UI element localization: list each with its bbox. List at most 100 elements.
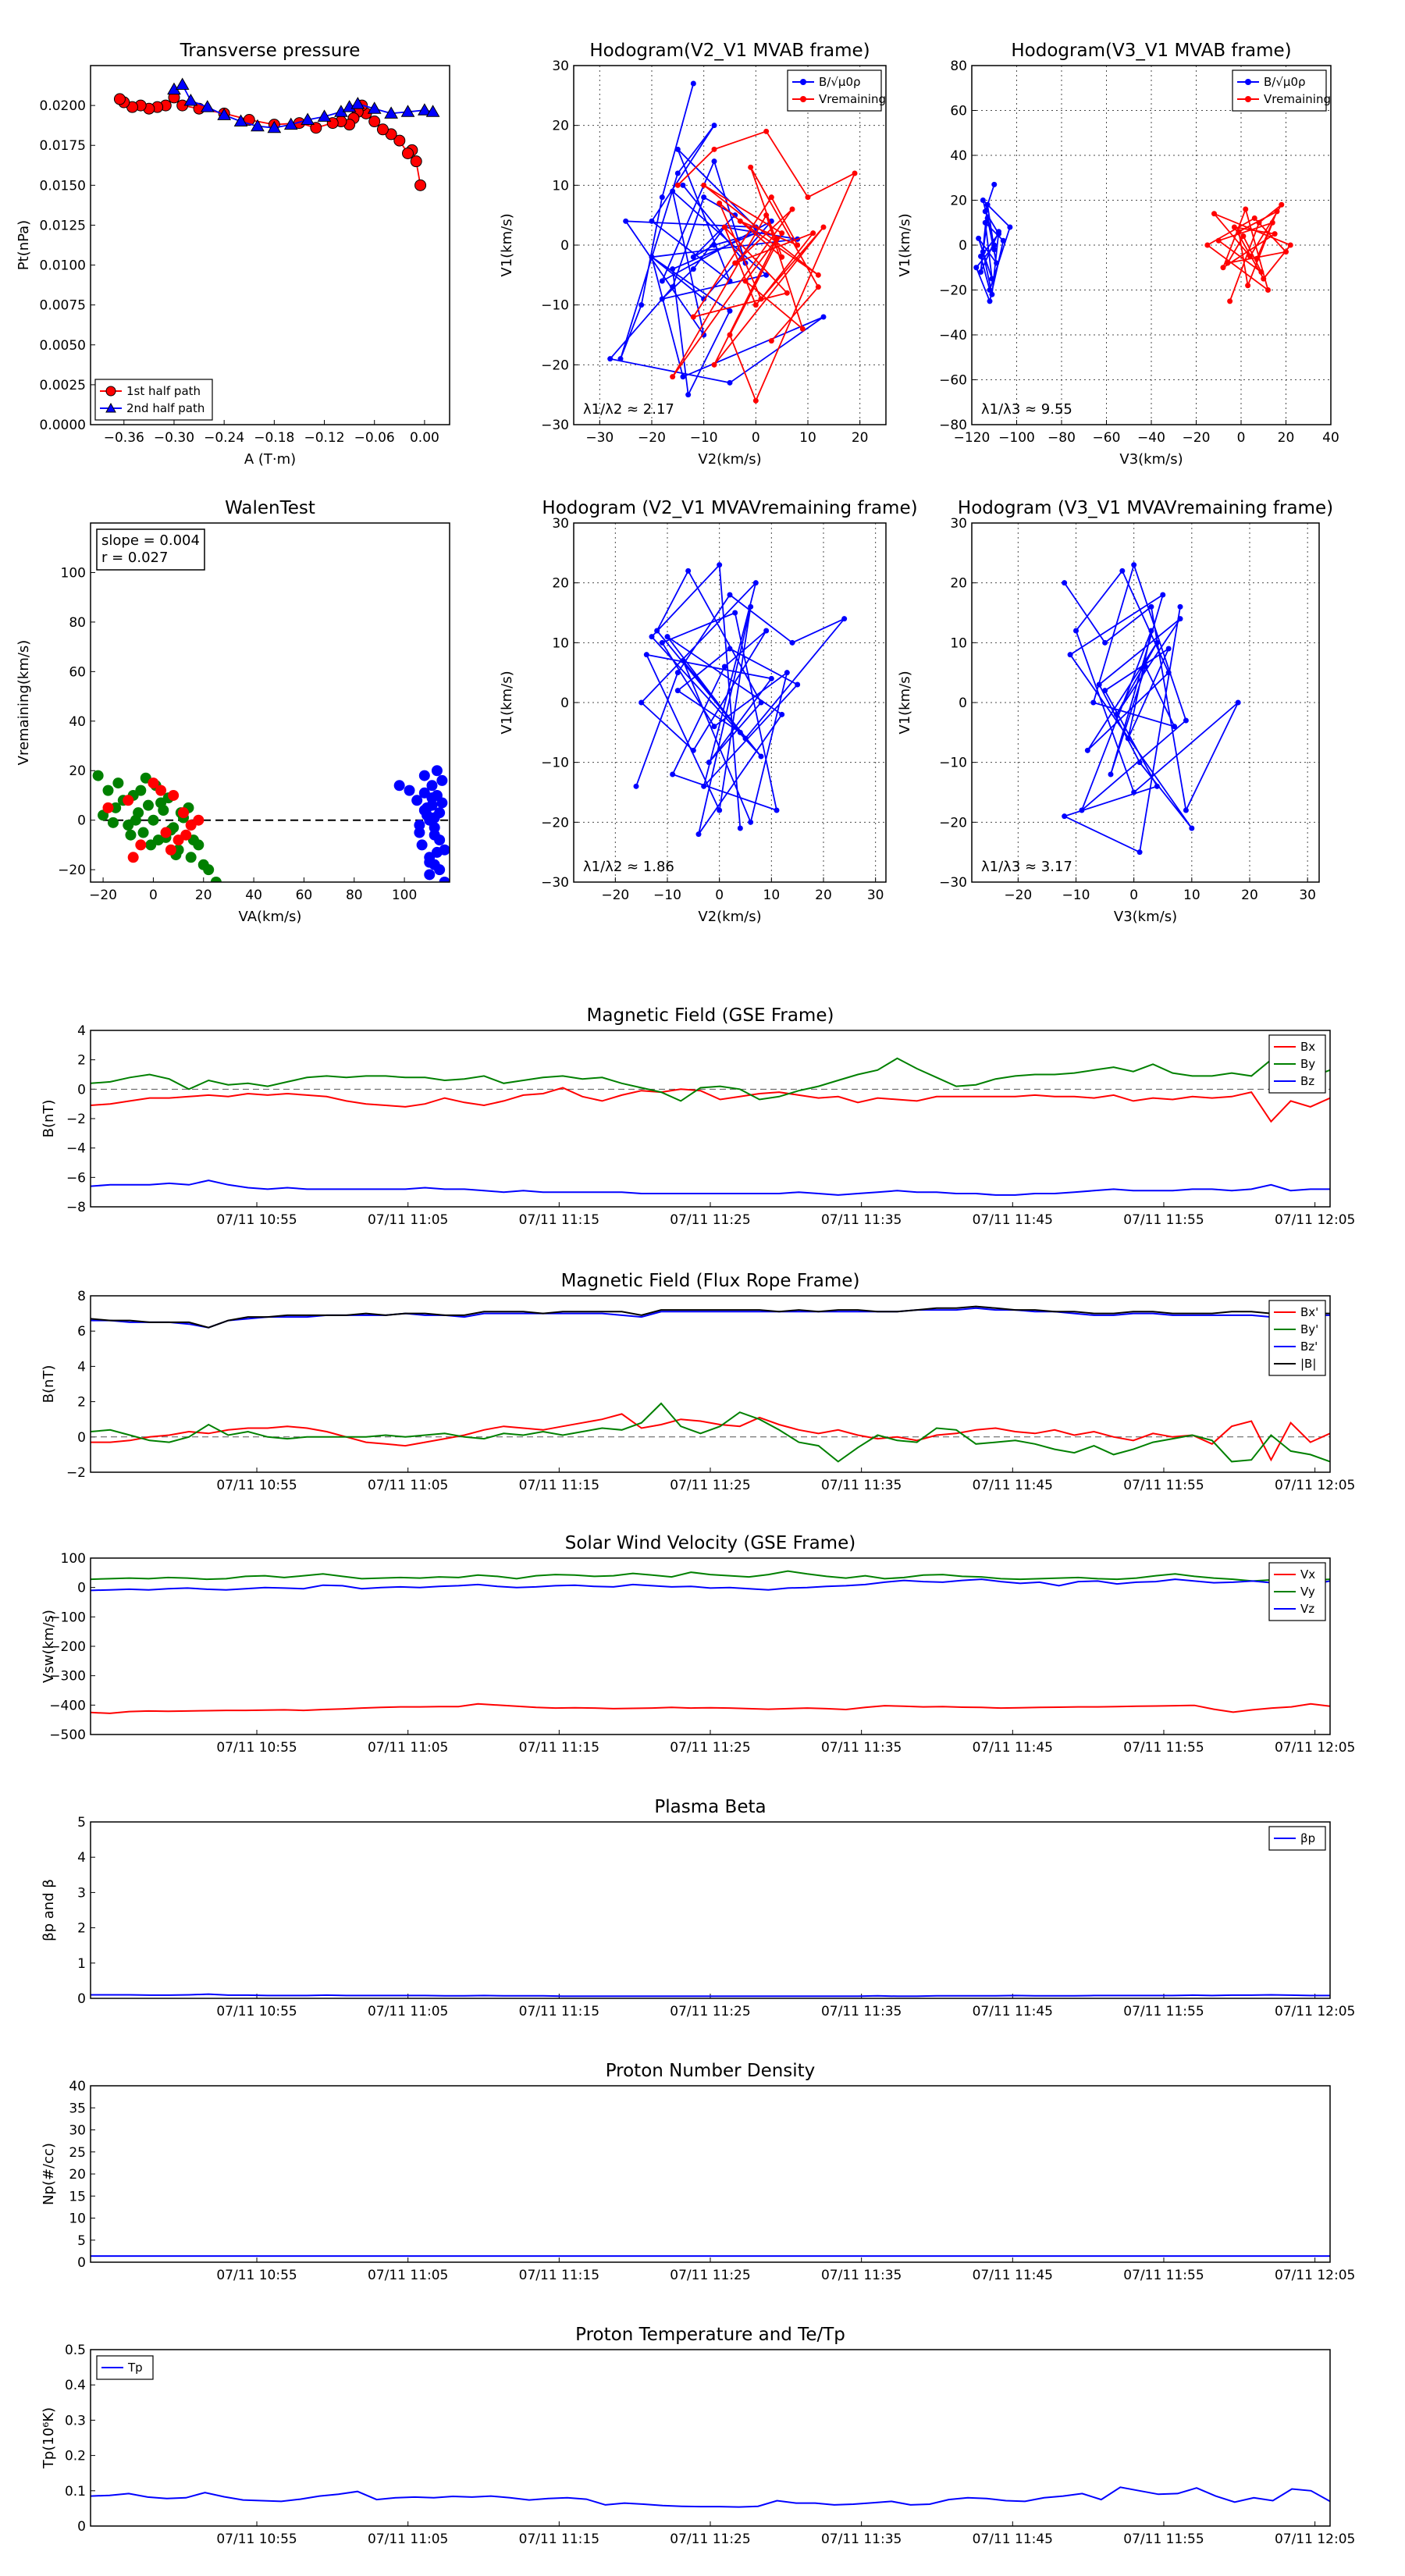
data-point <box>711 158 717 165</box>
data-point <box>210 877 222 882</box>
chart-magnetic-field-gse: 07/11 10:55 07/11 11:05 07/11 11:15 07/11 1… <box>41 1005 1355 1228</box>
data-point <box>633 783 639 789</box>
y-tick-label: −10 <box>541 756 569 771</box>
data-point <box>711 361 717 368</box>
data-point <box>795 242 801 248</box>
data-point <box>200 100 215 112</box>
data-point <box>670 284 676 290</box>
data-point <box>1154 639 1160 646</box>
y-tick-label: 1 <box>77 1956 86 1972</box>
data-point <box>1183 717 1189 724</box>
data-point <box>1073 628 1079 634</box>
x-tick-label: 07/11 10:55 <box>216 2268 297 2283</box>
data-point <box>102 785 114 796</box>
y-tick-label: −2 <box>66 1465 86 1481</box>
x-axis-label: V2(km/s) <box>698 451 761 468</box>
x-axis-label: V3(km/s) <box>1114 909 1177 925</box>
y-tick-label: 0.0000 <box>40 418 86 433</box>
data-point <box>670 266 676 272</box>
series-line--b- <box>91 1305 1330 1329</box>
data-point <box>752 302 759 308</box>
data-point <box>815 272 821 278</box>
y-tick-label: 4 <box>77 1359 86 1375</box>
legend-label: Bz <box>1300 1074 1314 1088</box>
x-tick-label: −0.30 <box>154 430 194 446</box>
data-point <box>142 799 154 811</box>
data-point <box>1148 628 1154 634</box>
data-point <box>185 852 197 863</box>
x-tick-label: 07/11 10:55 <box>216 1740 297 1756</box>
y-tick-label: −300 <box>49 1669 86 1685</box>
y-tick-label: 0.0075 <box>40 298 86 314</box>
x-tick-label: −10 <box>690 430 718 446</box>
data-point <box>989 276 995 282</box>
data-point <box>690 254 696 260</box>
data-point <box>1172 724 1178 730</box>
x-tick-label: 10 <box>763 888 781 903</box>
data-point <box>110 802 122 813</box>
data-point <box>1243 206 1249 212</box>
data-point <box>659 278 665 284</box>
data-point <box>414 179 427 191</box>
x-tick-label: 07/11 11:45 <box>973 1478 1053 1493</box>
data-point <box>424 856 436 868</box>
plot-frame <box>90 1821 1331 1999</box>
x-tick-label: 20 <box>1241 888 1258 903</box>
data-point <box>1231 224 1237 230</box>
data-point <box>127 852 139 863</box>
legend-box <box>1232 69 1327 112</box>
y-tick-label: −8 <box>66 1200 86 1215</box>
legend-box <box>787 69 882 112</box>
plot-area <box>91 1993 1330 1998</box>
plot-area <box>633 562 848 838</box>
chart-title: Hodogram(V3_V1 MVAB frame) <box>1011 41 1291 61</box>
y-tick-label: 40 <box>950 148 967 164</box>
chart-title: Proton Number Density <box>606 2061 816 2081</box>
data-point <box>799 326 806 332</box>
y-tick-label: 4 <box>77 1850 86 1866</box>
data-point <box>1220 265 1226 271</box>
series-line-bz <box>91 1179 1330 1196</box>
data-point <box>680 182 686 188</box>
y-tick-label: 5 <box>77 2233 86 2249</box>
data-point <box>107 817 119 828</box>
annotation: λ1/λ2 ≈ 1.86 <box>583 859 674 875</box>
data-point <box>638 699 645 706</box>
legend-label: 1st half path <box>126 384 201 398</box>
x-tick-label: 07/11 11:35 <box>821 2532 902 2547</box>
legend: B/√μ0ρ Vremaining <box>1232 69 1331 112</box>
data-point <box>820 314 827 320</box>
data-point <box>1245 283 1251 289</box>
data-point <box>1287 242 1293 248</box>
x-tick-label: 10 <box>1183 888 1200 903</box>
x-tick-label: 07/11 11:35 <box>821 2268 902 2283</box>
x-tick-label: 07/11 10:55 <box>216 2004 297 2019</box>
data-point <box>178 807 190 819</box>
y-tick-label: 0 <box>560 238 569 254</box>
x-tick-label: −0.06 <box>354 430 395 446</box>
y-tick-label: 8 <box>77 1289 86 1304</box>
y-axis-label: V1(km/s) <box>897 213 913 276</box>
data-point <box>717 807 723 813</box>
y-tick-label: 0.4 <box>65 2378 86 2393</box>
data-point <box>1189 825 1195 831</box>
y-tick-label: 0.0175 <box>40 138 86 154</box>
data-point <box>649 218 655 224</box>
y-tick-label: 10 <box>552 178 569 194</box>
data-point <box>701 182 707 188</box>
x-axis-label: A (T·m) <box>244 451 296 468</box>
chart-title: Plasma Beta <box>654 1797 766 1817</box>
y-tick-label: 0 <box>959 696 967 711</box>
data-point <box>980 249 986 255</box>
x-tick-label: 07/11 11:55 <box>1123 1212 1204 1228</box>
data-point <box>1235 699 1241 706</box>
data-point <box>1283 249 1289 255</box>
y-tick-label: −20 <box>939 815 967 831</box>
x-tick-label: 07/11 11:35 <box>821 2004 902 2019</box>
x-tick-label: 07/11 11:45 <box>973 2532 1053 2547</box>
data-point <box>685 392 692 398</box>
data-point <box>763 212 770 219</box>
chart-walen-test: −20 0 20 40 60 80 100 −20 0 20 40 60 80 100 WalenTest V… <box>16 498 450 925</box>
data-point <box>1274 208 1280 215</box>
data-point <box>251 119 265 132</box>
